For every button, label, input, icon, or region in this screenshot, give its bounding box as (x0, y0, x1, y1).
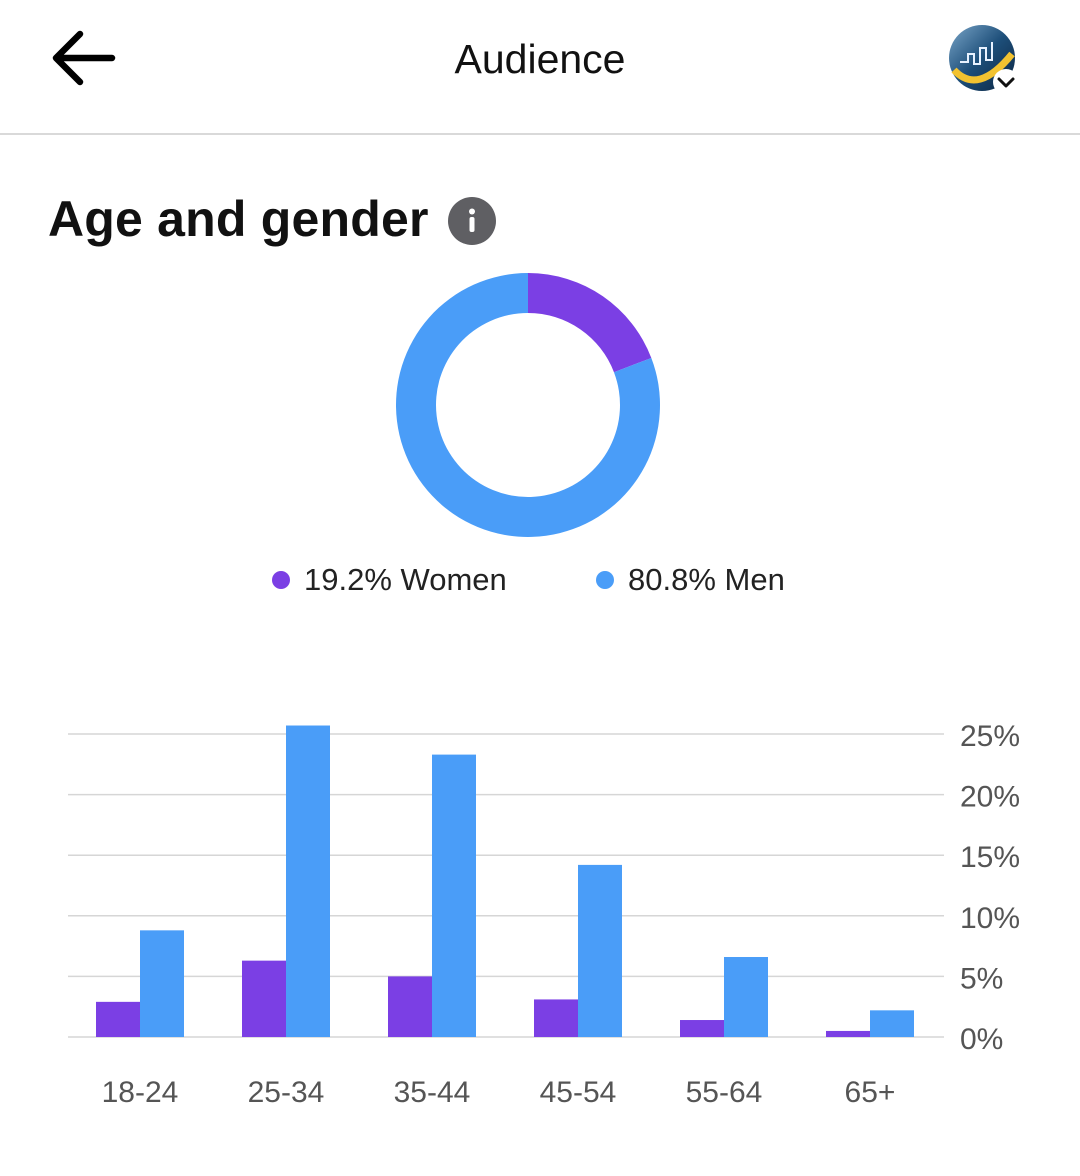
x-tick-label: 65+ (845, 1076, 896, 1109)
donut-slice-men (396, 273, 660, 537)
age-bar-chart: 0% 5% 10% 15% 20% 25% 18-24 25-34 35-44 45-54 55-6… (68, 720, 1020, 1109)
legend-men: 80.8% Men (596, 562, 785, 598)
x-tick-label: 18-24 (102, 1076, 179, 1109)
account-avatar-icon (949, 25, 1019, 95)
y-tick-label: 15% (960, 841, 1020, 874)
bar-women-55-64 (680, 1020, 724, 1037)
bar-men-18-24 (140, 930, 184, 1037)
legend-dot-women (272, 571, 290, 589)
page-title: Audience (454, 36, 626, 82)
bar-men-55-64 (724, 957, 768, 1037)
info-button[interactable] (448, 197, 496, 245)
y-tick-label: 5% (960, 962, 1003, 995)
info-icon (448, 197, 496, 245)
legend-dot-men (596, 571, 614, 589)
x-tick-label: 55-64 (686, 1076, 763, 1109)
donut-slice-women (528, 273, 652, 373)
gender-donut-chart (396, 273, 660, 537)
bar-women-45-54 (534, 999, 578, 1037)
x-tick-label: 25-34 (248, 1076, 325, 1109)
y-tick-label: 20% (960, 781, 1020, 814)
top-app-bar: Audience (0, 0, 1080, 135)
legend-women: 19.2% Women (272, 562, 507, 598)
x-tick-label: 35-44 (394, 1076, 471, 1109)
back-button[interactable] (44, 22, 124, 94)
bar-men-35-44 (432, 754, 476, 1037)
legend-men-label: 80.8% Men (628, 562, 785, 597)
x-tick-label: 45-54 (540, 1076, 617, 1109)
arrow-left-icon (52, 30, 116, 86)
y-tick-label: 0% (960, 1023, 1003, 1056)
bar-women-25-34 (242, 960, 286, 1037)
bar-women-18-24 (96, 1001, 140, 1037)
bar-women-35-44 (388, 976, 432, 1037)
account-switcher-button[interactable] (948, 24, 1020, 96)
bar-men-25-34 (286, 725, 330, 1037)
section-title: Age and gender (48, 191, 429, 247)
legend-women-label: 19.2% Women (304, 562, 507, 597)
y-tick-label: 10% (960, 902, 1020, 935)
bar-men-45-54 (578, 864, 622, 1037)
bar-men-65plus (870, 1010, 914, 1037)
bar-women-65plus (826, 1030, 870, 1037)
y-tick-label: 25% (960, 720, 1020, 753)
